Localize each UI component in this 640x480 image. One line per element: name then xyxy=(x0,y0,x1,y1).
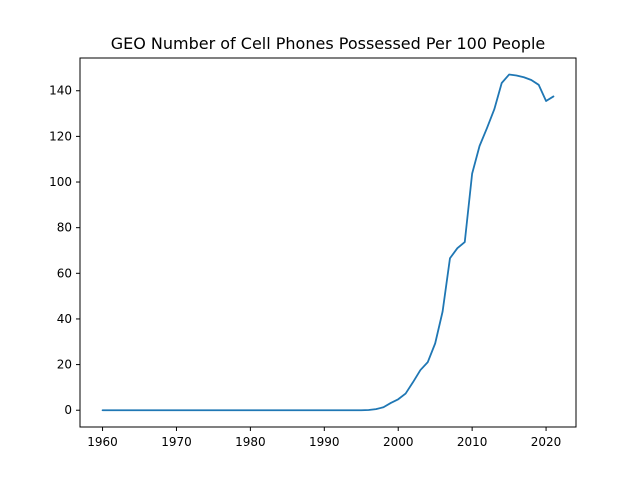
y-tick-label: 100 xyxy=(49,175,72,189)
y-tick-label: 0 xyxy=(64,403,72,417)
y-tick-label: 140 xyxy=(49,84,72,98)
y-tick-label: 120 xyxy=(49,129,72,143)
x-tick-label: 1980 xyxy=(235,435,266,449)
x-tick-label: 1960 xyxy=(87,435,118,449)
x-tick-label: 1990 xyxy=(309,435,340,449)
y-tick-label: 40 xyxy=(57,312,72,326)
chart-title: GEO Number of Cell Phones Possessed Per … xyxy=(111,34,546,53)
plot-area: 1960 1970 1980 1990 2000 2010 2020 0 20 40 60 80 100… xyxy=(49,57,577,449)
y-tick-label: 20 xyxy=(57,358,72,372)
x-tick-label: 2000 xyxy=(383,435,414,449)
axes-frame xyxy=(79,57,577,428)
y-tick-label: 60 xyxy=(57,266,72,280)
y-tick-label: 80 xyxy=(57,221,72,235)
series-line-0 xyxy=(101,73,555,412)
x-tick-label: 2010 xyxy=(457,435,488,449)
x-tick-label: 2020 xyxy=(531,435,562,449)
x-tick-label: 1970 xyxy=(161,435,192,449)
